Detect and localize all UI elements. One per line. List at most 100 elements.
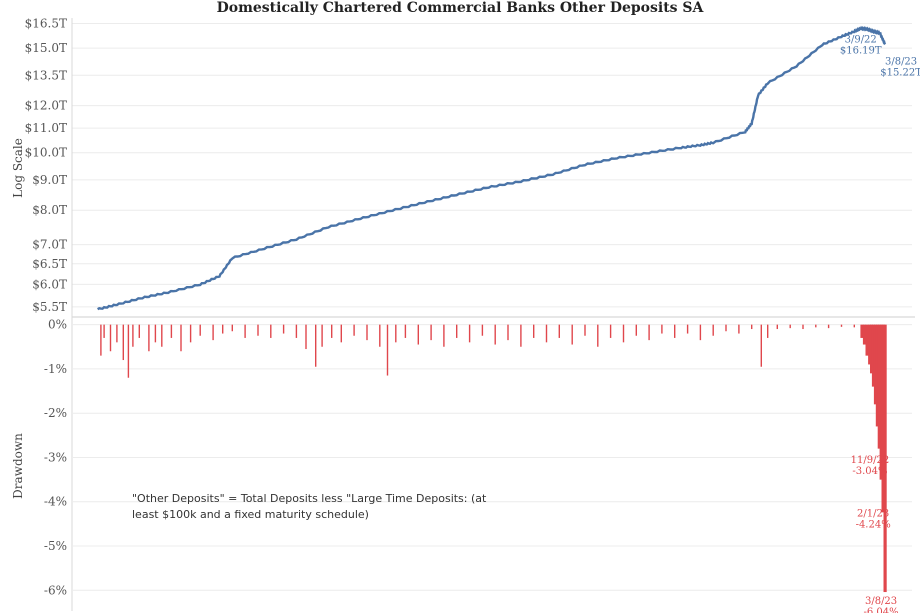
drawdown-bar xyxy=(494,324,496,345)
drawdown-bar xyxy=(417,324,419,345)
top-y-tick-label: $6.5T xyxy=(32,257,67,271)
chart-title: Domestically Chartered Commercial Banks … xyxy=(217,0,705,16)
drawdown-bar xyxy=(404,324,407,338)
top-y-tick-label: $12.0T xyxy=(25,99,67,113)
drawdown-bar xyxy=(481,324,484,336)
drawdown-bar xyxy=(353,324,355,336)
top-y-tick-label: $16.5T xyxy=(25,17,67,31)
bottom-y-axis-label: Drawdown xyxy=(11,433,25,499)
drawdown-bar xyxy=(212,324,214,341)
drawdown-bar xyxy=(231,324,233,332)
definition-note-line-1: "Other Deposits" = Total Deposits less "… xyxy=(132,492,487,505)
drawdown-bar xyxy=(199,324,201,336)
bottom-y-tick-label: -5% xyxy=(44,539,67,553)
drawdown-bar xyxy=(584,324,586,336)
bottom-annotations: 11/9/22-3.04% 2/1/23-4.24% 3/8/23-6.04% xyxy=(851,455,899,613)
drawdown-bar xyxy=(609,324,612,338)
deposits-series-line xyxy=(97,25,887,311)
drawdown-bar xyxy=(870,324,874,374)
drawdown-bar xyxy=(712,324,714,336)
drawdown-bar xyxy=(127,324,130,378)
drawdown-bar xyxy=(840,324,843,327)
drawdown-bar xyxy=(881,324,885,513)
drawdown-bar xyxy=(282,324,285,334)
top-annotation-date: 3/9/22 xyxy=(845,34,877,45)
drawdown-bar xyxy=(270,324,272,338)
drawdown-bar xyxy=(430,324,432,341)
top-y-axis-label: Log Scale xyxy=(11,138,25,198)
drawdown-bar xyxy=(244,324,246,338)
drawdown-bar xyxy=(738,324,740,334)
bottom-annotation-value: -6.04% xyxy=(863,607,898,613)
drawdown-bar xyxy=(877,324,881,449)
drawdown-bar xyxy=(871,324,876,387)
drawdown-bar xyxy=(648,324,650,341)
drawdown-bar xyxy=(189,324,192,343)
drawdown-bar xyxy=(132,324,134,347)
top-y-tick-label: $15.0T xyxy=(25,41,67,55)
drawdown-bar xyxy=(571,324,573,345)
drawdown-bar xyxy=(883,324,887,593)
bottom-annotation-value: -3.04% xyxy=(852,466,887,477)
bottom-y-tick-label: -2% xyxy=(44,406,67,420)
drawdown-bar xyxy=(340,324,342,343)
drawdown-bar xyxy=(789,324,791,329)
drawdown-bar xyxy=(305,324,307,350)
drawdown-bar xyxy=(533,324,535,338)
drawdown-bar xyxy=(686,324,689,334)
top-annotation-value: $16.19T xyxy=(840,45,882,56)
top-y-tick-label: $9.0T xyxy=(32,173,67,187)
drawdown-bars xyxy=(100,324,887,593)
drawdown-bar xyxy=(815,324,817,328)
bottom-y-tick-label: -6% xyxy=(44,583,67,597)
drawdown-bar xyxy=(109,324,112,352)
drawdown-bar xyxy=(116,324,118,343)
drawdown-bar xyxy=(545,324,548,343)
drawdown-bar xyxy=(138,324,140,338)
drawdown-bar xyxy=(321,324,323,347)
drawdown-bar xyxy=(760,324,762,367)
top-y-tick-label: $7.0T xyxy=(32,238,67,252)
drawdown-bar xyxy=(661,324,663,334)
drawdown-bar xyxy=(802,324,804,330)
drawdown-bar xyxy=(100,324,102,356)
drawdown-bar xyxy=(699,324,702,341)
drawdown-bar xyxy=(767,324,769,338)
bottom-gridlines xyxy=(72,324,912,591)
top-y-tick-label: $8.0T xyxy=(32,203,67,217)
bottom-annotation-date: 3/8/23 xyxy=(865,596,897,607)
drawdown-bar xyxy=(622,324,625,343)
drawdown-bar xyxy=(122,324,124,361)
bottom-y-tick-label: -3% xyxy=(44,450,67,464)
drawdown-bar xyxy=(443,324,445,347)
drawdown-bar xyxy=(148,324,150,352)
drawdown-bar xyxy=(295,324,298,338)
drawdown-bar xyxy=(180,324,182,352)
drawdown-bar xyxy=(456,324,458,338)
drawdown-bar xyxy=(879,324,883,480)
top-y-axis-ticks: $5.5T $6.0T $6.5T $7.0T $8.0T $9.0T $10.0T $11.… xyxy=(25,17,67,314)
top-y-tick-label: $5.5T xyxy=(32,300,67,314)
bottom-annotation-value: -4.24% xyxy=(856,519,891,530)
drawdown-bar xyxy=(827,324,830,329)
definition-note: "Other Deposits" = Total Deposits less "… xyxy=(132,492,490,521)
drawdown-bar xyxy=(776,324,778,330)
drawdown-bar xyxy=(860,324,864,338)
drawdown-bar xyxy=(520,324,522,347)
drawdown-bar xyxy=(257,324,259,336)
bottom-y-tick-label: -4% xyxy=(44,495,67,509)
top-y-tick-label: $10.0T xyxy=(25,146,67,160)
drawdown-bar xyxy=(853,324,855,328)
drawdown-bar xyxy=(366,324,368,341)
drawdown-bar xyxy=(154,324,157,343)
drawdown-bar xyxy=(395,324,397,343)
top-annotation-date: 3/8/23 xyxy=(885,56,917,67)
drawdown-bar xyxy=(635,324,637,336)
drawdown-bar xyxy=(597,324,599,347)
drawdown-bar xyxy=(875,324,879,427)
drawdown-bar xyxy=(725,324,727,332)
drawdown-bar xyxy=(170,324,173,338)
bottom-y-tick-label: 0% xyxy=(48,318,67,332)
